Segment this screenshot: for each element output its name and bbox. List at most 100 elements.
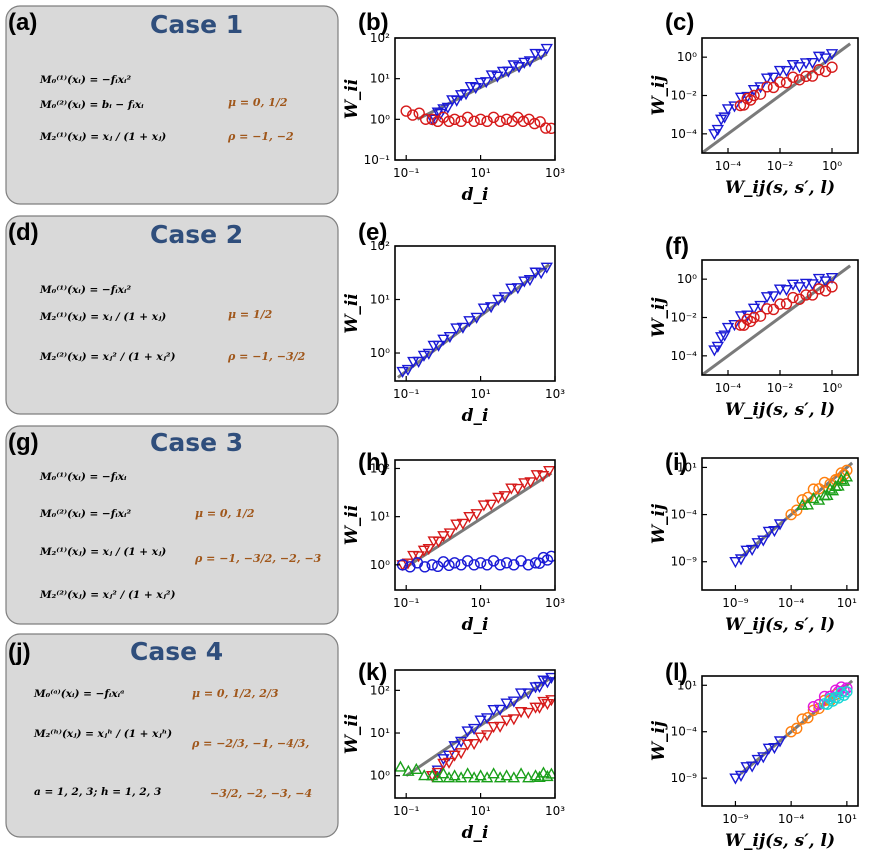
panel-label-e: (e) — [358, 219, 387, 246]
data-point — [518, 57, 531, 69]
data-point — [832, 692, 845, 704]
x-tick-label: 10⁻¹ — [393, 596, 420, 610]
y-tick-label: 10¹ — [370, 72, 390, 86]
data-point — [813, 698, 825, 711]
rho-param: ρ = −1, −3/2, −2, −3 — [194, 552, 322, 565]
data-point — [748, 311, 760, 324]
data-point — [734, 92, 748, 104]
data-point — [826, 281, 838, 293]
data-point — [745, 544, 759, 557]
data-point — [802, 711, 814, 724]
data-point — [426, 113, 438, 126]
data-point — [500, 715, 513, 727]
axes-frame — [701, 675, 859, 807]
data-point — [787, 291, 799, 304]
data-point — [522, 771, 535, 783]
data-point — [541, 554, 554, 566]
data-point — [437, 531, 450, 543]
data-point — [413, 107, 425, 119]
plots: (b) 10⁻¹ 10¹ 10³ 10⁻¹ 10⁰ 10¹ 10² d_i W_ii (c) 10⁻⁴… — [342, 9, 859, 851]
y-axis-label: W_ii — [342, 79, 362, 120]
case-title: Case 1 — [150, 10, 243, 39]
data-point — [402, 764, 415, 776]
series-blue — [396, 550, 555, 573]
data-point — [412, 356, 425, 368]
axes-frame — [394, 37, 556, 161]
y-tick-label: 10¹ — [677, 460, 697, 474]
equation: M₂⁽²⁾(xⱼ) = xⱼ² / (1 + xⱼ²) — [39, 351, 176, 363]
data-point — [761, 303, 773, 315]
case-panel-1: (a) Case 1 M₀⁽¹⁾(xᵢ) = −fᵢxᵢ² M₀⁽²⁾(xᵢ) … — [5, 5, 339, 205]
data-point — [406, 109, 419, 121]
data-point — [799, 278, 813, 290]
plot-area — [729, 461, 854, 569]
y-tick-label: 10¹ — [370, 293, 390, 307]
x-tick-label: 10³ — [545, 166, 565, 180]
data-point — [785, 726, 797, 738]
x-tick-label: 10⁻⁴ — [715, 159, 742, 173]
data-point — [791, 504, 803, 516]
data-point — [522, 559, 535, 571]
data-point — [477, 500, 491, 512]
x-tick-label: 10⁰ — [822, 381, 842, 395]
data-point — [500, 769, 513, 781]
case-panel-3: (g) Case 3 M₀⁽¹⁾(xᵢ) = −fᵢxᵢ M₀⁽²⁾(xᵢ) =… — [5, 425, 339, 625]
axes-frame — [701, 457, 859, 591]
data-point — [450, 95, 463, 107]
data-point — [442, 757, 456, 769]
plot-area — [702, 264, 852, 375]
data-point — [498, 292, 512, 304]
equation: a = 1, 2, 3; h = 1, 2, 3 — [34, 786, 161, 798]
panel-label-i: (i) — [665, 449, 688, 476]
x-tick-label: 10⁻¹ — [393, 804, 420, 818]
data-point — [711, 124, 724, 137]
data-point — [422, 348, 436, 360]
chart-k: (k) 10⁻¹ 10¹ 10³ 10⁰ 10¹ 10² d_i W_ii — [342, 659, 565, 843]
data-point — [824, 692, 836, 705]
data-point — [443, 115, 455, 128]
data-point — [780, 285, 793, 297]
data-point — [800, 289, 812, 301]
y-axis-label: W_ij — [649, 720, 669, 761]
data-point — [835, 473, 848, 485]
data-point — [528, 117, 541, 130]
data-point — [487, 704, 500, 717]
data-point — [512, 62, 526, 74]
x-tick-label: 10⁻¹ — [393, 387, 420, 401]
data-point — [793, 62, 806, 74]
series-cyan — [818, 686, 853, 710]
data-point — [426, 769, 439, 781]
y-tick-label: 10² — [370, 31, 390, 45]
data-point — [840, 470, 854, 482]
data-point — [505, 283, 518, 295]
data-point — [543, 465, 555, 478]
data-point — [487, 767, 500, 779]
panel-label-l: (l) — [665, 659, 688, 686]
data-point — [410, 762, 423, 775]
panel-label-j: (j) — [8, 639, 31, 666]
series-red — [400, 105, 555, 135]
data-point — [545, 122, 555, 135]
data-point — [426, 559, 438, 571]
case-title: Case 4 — [130, 637, 223, 666]
series-red — [396, 465, 555, 572]
data-point — [767, 291, 780, 303]
data-point — [461, 111, 474, 124]
data-point — [448, 769, 461, 781]
data-point — [757, 535, 770, 547]
data-point — [721, 322, 735, 334]
x-axis-label: d_i — [462, 823, 489, 843]
data-point — [500, 113, 513, 126]
axes-frame — [394, 459, 556, 591]
data-point — [801, 498, 815, 510]
x-tick-label: 10⁻² — [767, 159, 794, 173]
data-point — [517, 115, 530, 128]
data-point — [507, 696, 521, 708]
y-axis-label: W_ij — [649, 503, 669, 544]
data-point — [773, 519, 787, 531]
data-point — [474, 113, 487, 126]
data-point — [767, 303, 780, 316]
data-point — [807, 700, 820, 713]
